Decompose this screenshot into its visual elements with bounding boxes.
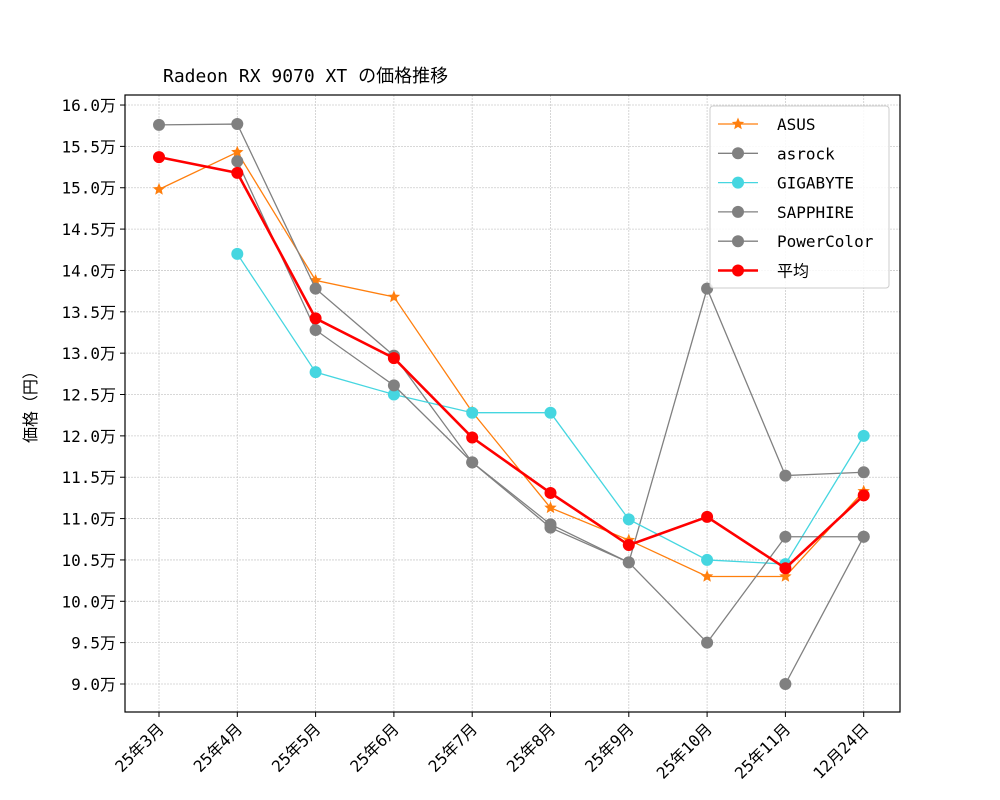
chart-title: Radeon RX 9070 XT の価格推移 [163,66,448,87]
legend-marker [732,235,744,248]
data-point [857,466,870,479]
data-point [231,118,244,131]
legend-marker-star [731,117,745,130]
data-point [779,562,792,575]
legend: ASUS asrock GIGABYTE SAPPHIRE PowerColor 平均 [709,105,890,289]
legend-label: 平均 [777,262,809,281]
data-point [622,556,635,569]
y-tick-label: 16.0万 [61,96,116,115]
data-point [622,513,635,526]
legend-marker [732,264,744,277]
x-tick-label: 25年6月 [346,719,403,776]
data-point [857,530,870,543]
y-tick-label: 10.5万 [61,551,116,570]
legend-label: ASUS [777,115,816,134]
data-point-star [779,570,792,582]
plot-frame [124,94,901,713]
data-point [309,312,322,325]
data-point [387,379,400,392]
data-point [701,636,714,649]
x-tick-label: 25年11月 [731,719,794,782]
y-tick-label: 9.5万 [71,634,116,653]
data-point-star [544,501,557,514]
series-SAPPHIRE [231,155,870,649]
series-line [158,123,864,564]
x-tick-label: 25年7月 [425,719,482,776]
x-tick-label: 25年10月 [653,719,716,782]
data-point [466,456,479,469]
legend-label: SAPPHIRE [777,203,854,222]
y-tick-label: 12.0万 [61,427,116,446]
data-point [466,431,479,444]
data-point [544,406,557,419]
data-point [309,366,322,379]
data-point [153,118,165,131]
data-point-star [387,290,401,303]
x-tick-label: 12月24日 [809,719,872,782]
x-tick-label: 25年5月 [268,719,325,776]
y-tick-label: 9.0万 [71,675,116,694]
data-point [701,510,714,523]
x-tick-label: 25年4月 [190,719,247,776]
y-tick-label: 12.5万 [61,386,116,405]
series-line [158,151,865,578]
series-layer [152,118,870,690]
y-tick-label: 11.0万 [61,510,116,529]
series-平均 [153,151,870,575]
series-line [158,155,865,570]
data-point [779,469,792,482]
data-point [466,406,479,419]
series-line [784,536,865,685]
data-point [309,282,322,295]
legend-box [709,105,890,289]
data-point [701,553,714,566]
data-point [387,388,400,401]
y-tick-label: 10.0万 [61,592,116,611]
y-tick-label: 14.0万 [61,261,116,280]
data-point [153,151,165,164]
x-tick-label: 25年8月 [503,719,560,776]
y-tick-label: 13.5万 [61,303,116,322]
data-point [857,429,870,442]
y-tick-label: 15.0万 [61,179,116,198]
data-point [779,530,792,543]
data-point [309,324,322,337]
data-point [387,352,400,365]
data-point [622,539,635,552]
data-point [231,247,244,260]
data-point [231,166,244,179]
data-point-star [700,570,714,582]
data-point [544,486,557,499]
data-point-star [231,145,244,158]
legend-marker [732,176,744,189]
legend-label: asrock [777,144,835,163]
data-point [857,489,870,502]
x-tick-label: 25年9月 [581,719,638,776]
y-tick-label: 15.5万 [61,137,116,156]
legend-marker [732,205,744,218]
legend-label: GIGABYTE [777,174,854,193]
legend-label: PowerColor [777,232,874,251]
y-tick-label: 14.5万 [61,220,116,239]
y-tick-label: 13.0万 [61,344,116,363]
data-point-star [152,182,166,195]
data-point [231,155,244,168]
data-point [779,678,792,690]
y-axis-label: 価格（円） [21,363,40,443]
data-point [544,521,557,534]
x-tick-label: 25年3月 [111,719,168,776]
legend-marker [732,147,744,160]
series-PowerColor [779,530,870,690]
y-tick-label: 11.5万 [61,468,116,487]
